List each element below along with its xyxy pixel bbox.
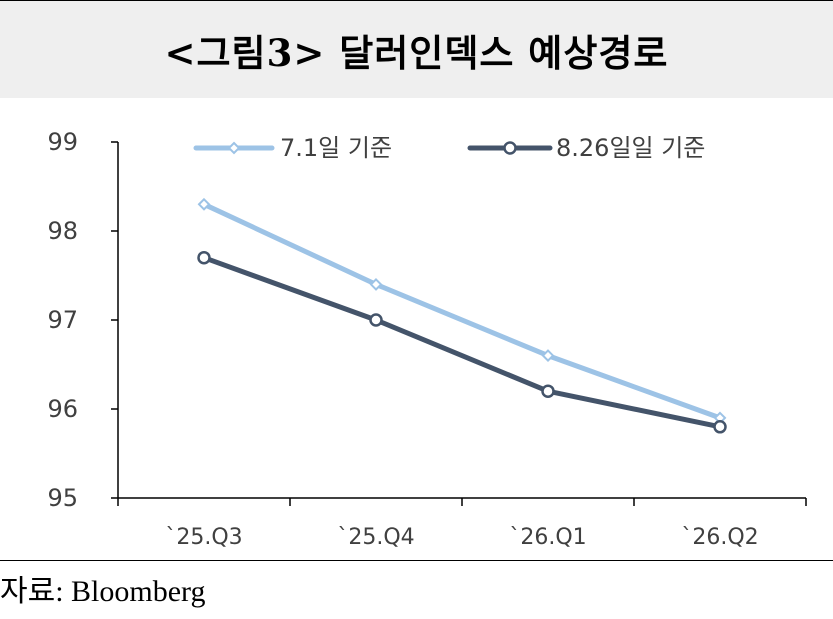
legend-marker-2 [503,141,517,155]
series-2-point [369,313,383,327]
series-1-point [197,197,211,211]
series-2-point [541,384,555,398]
top-rule [0,0,833,1]
series-2-point [713,420,727,434]
y-tick-label: 99 [47,128,78,156]
chart-title: <그림3> 달러인덱스 예상경로 [164,30,669,75]
series-line-1 [201,201,723,421]
series-line-2 [201,255,723,430]
source-note: 자료: Bloomberg [0,575,206,608]
x-tick-label: `26.Q1 [509,525,586,550]
y-tick-label: 97 [47,306,78,334]
x-tick-label: `25.Q3 [165,525,242,550]
series-2-point [197,250,211,265]
bottom-rule [0,560,833,561]
y-tick-label: 98 [47,217,78,245]
y-tick-label: 95 [47,484,78,512]
chart: 95 96 97 98 99 `25.Q3 `25.Q4 `26.Q1 `26.Q2 7.1일 기… [47,128,807,550]
series-1-point [369,277,383,291]
title-bar: <그림3> 달러인덱스 예상경로 [0,1,833,98]
legend-label-2: 8.26일일 기준 [556,134,705,162]
legend-marker-1 [227,141,241,155]
y-tick-label: 96 [47,395,78,423]
series-1-point [541,349,555,363]
x-tick-label: `26.Q2 [681,525,758,550]
legend-label-1: 7.1일 기준 [280,134,392,162]
x-tick-label: `25.Q4 [337,525,414,550]
